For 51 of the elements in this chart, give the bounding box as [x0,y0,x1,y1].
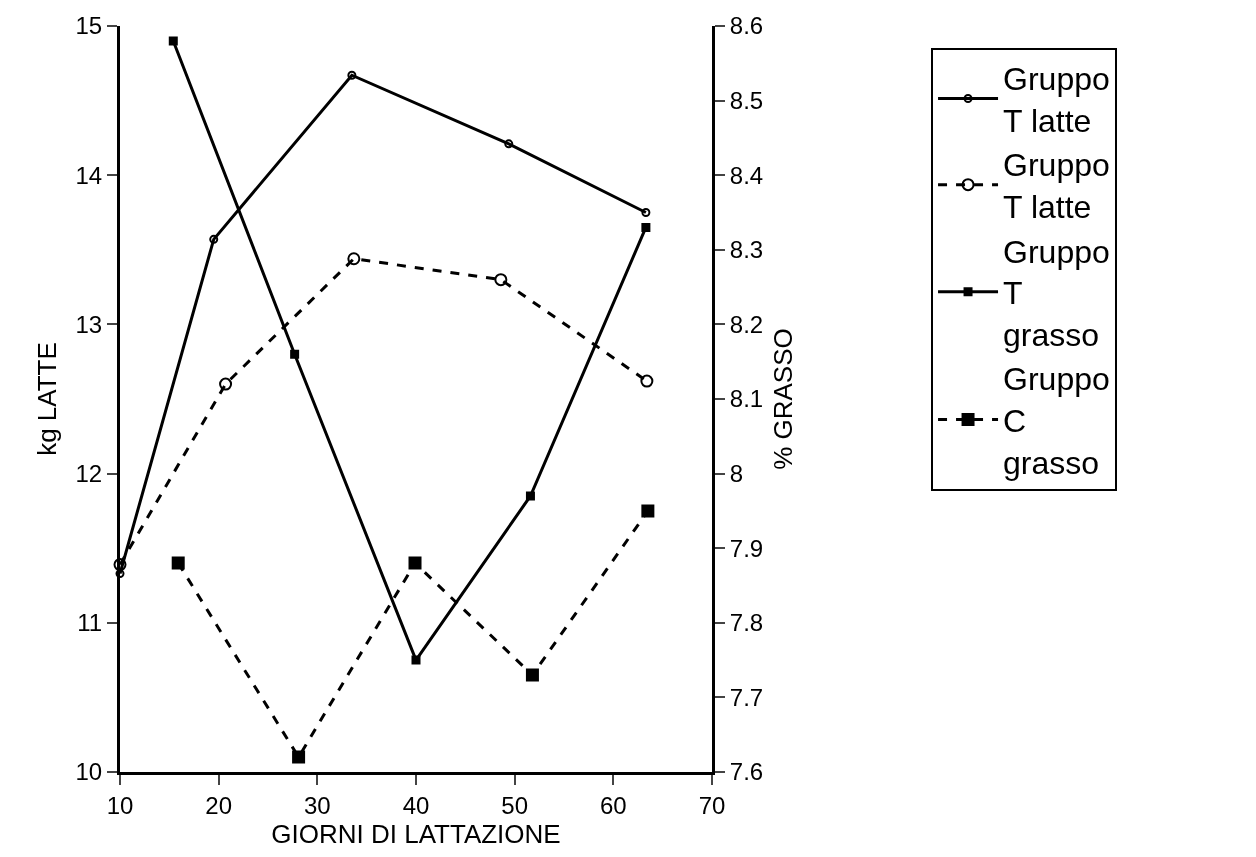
y-axis-title: kg LATTE [31,342,62,456]
y2-tick-label: 8.6 [729,12,764,40]
y2-tick-label: 7.9 [729,534,764,562]
y2-axis-title: % GRASSO [767,328,798,470]
y2-tick-label: 8.2 [729,310,764,338]
y2-tick-label: 8 [729,460,744,487]
point [641,504,655,518]
y-tick-label: 13 [75,310,103,338]
legend-label: Gruppo T grasso [1003,233,1110,353]
point [641,208,651,217]
x-tick-label: 50 [501,791,529,819]
point [347,252,361,266]
point [411,655,421,665]
x-axis-title: GIORNI DI LATTAZIONE [271,819,561,850]
point [494,273,508,287]
point [525,668,539,682]
point [525,491,535,501]
x-tick-label: 20 [205,791,233,819]
y2-tick-label: 8.3 [729,236,764,264]
y-tick-label: 12 [75,460,103,487]
point [219,377,233,391]
point [290,349,300,359]
y-tick-label: 10 [75,758,103,786]
y2-tick-label: 7.6 [729,758,764,786]
point [408,556,422,570]
y2-tick-label: 8.1 [729,385,764,413]
point [640,374,654,388]
y-tick-label: 15 [75,12,103,40]
x-tick-label: 40 [402,791,430,819]
x-tick-label: 10 [106,791,134,819]
x-tick-label: 60 [599,791,627,819]
legend-label: Gruppo T latte [1003,147,1110,225]
point [641,222,651,232]
y2-tick-label: 8.5 [729,87,764,114]
y2-tick-label: 7.7 [729,683,764,711]
x-tick-label: 30 [303,791,331,819]
point [171,556,185,570]
y-tick-label: 11 [77,609,103,637]
y2-tick-label: 8.4 [729,161,764,189]
x-tick-label: 70 [698,791,726,819]
legend-label: Gruppo T latte [1003,61,1110,139]
legend-label: Gruppo C grasso [1003,361,1110,481]
y2-tick-label: 7.8 [729,609,764,637]
point [115,569,125,579]
y-tick-label: 14 [75,161,103,189]
point [209,234,219,244]
point [113,558,127,572]
point [504,139,514,149]
point [168,36,178,46]
point [347,70,357,80]
point [292,750,306,764]
